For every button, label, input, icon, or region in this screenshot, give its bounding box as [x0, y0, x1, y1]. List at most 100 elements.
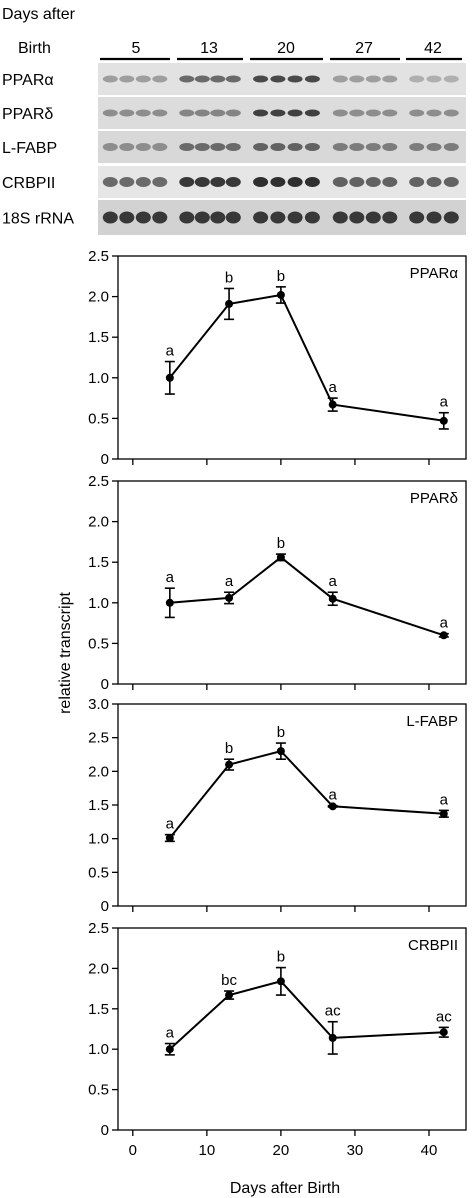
- chart-title: PPARα: [410, 265, 459, 282]
- blot-group-label: 20: [277, 40, 295, 57]
- significance-label: a: [329, 787, 338, 804]
- data-point: [276, 290, 285, 299]
- blot-band: [102, 177, 118, 187]
- blot-band: [253, 211, 269, 224]
- blot-band: [426, 211, 442, 224]
- y-tick-label: 1.0: [88, 831, 109, 848]
- chart-panel: 0 0.5 1.0 1.5 2.0 2.5 CRBPII a bc b ac ac: [88, 920, 467, 1139]
- blot-band: [102, 211, 118, 224]
- y-tick-label: 1.5: [88, 329, 109, 346]
- y-tick-label: 2.0: [88, 514, 109, 531]
- blot-band: [210, 143, 226, 151]
- significance-label: b: [225, 269, 233, 286]
- blot-band: [253, 75, 269, 83]
- blot-band: [349, 177, 365, 187]
- blot-band: [210, 109, 226, 117]
- data-point: [225, 760, 234, 769]
- blot-band: [152, 109, 168, 117]
- significance-label: b: [277, 724, 285, 741]
- blot-row-label: L-FABP: [2, 140, 57, 157]
- blot-band: [426, 75, 442, 83]
- blot-band: [135, 143, 151, 151]
- y-tick-label: 0.5: [88, 1082, 109, 1099]
- blot-band: [152, 177, 168, 187]
- blot-band: [102, 75, 118, 83]
- blot-band: [426, 177, 442, 187]
- blot-band: [152, 75, 168, 83]
- series-line: [169, 293, 444, 422]
- blot-band: [225, 211, 241, 224]
- chart-panel: 0 0.5 1.0 1.5 2.0 2.5 PPARδ a a b a a: [88, 473, 467, 693]
- blot-band: [443, 75, 459, 83]
- blot-header-line1: Days after: [2, 6, 76, 23]
- blot-band: [253, 143, 269, 151]
- blot-band: [135, 109, 151, 117]
- significance-label: b: [277, 535, 285, 552]
- significance-label: b: [277, 949, 285, 966]
- blot-band: [119, 109, 135, 117]
- y-tick-label: 0.5: [88, 635, 109, 652]
- blot-band: [382, 211, 398, 224]
- blot-band: [210, 75, 226, 83]
- blot-band: [119, 211, 135, 224]
- blot-header-line2: Birth: [18, 40, 51, 57]
- x-tick-label: 30: [347, 1142, 364, 1159]
- y-tick-label: 2.0: [88, 289, 109, 306]
- blot-band: [365, 211, 381, 224]
- blot-band: [270, 177, 286, 187]
- data-point: [276, 553, 285, 562]
- blot-band: [287, 211, 303, 224]
- series-line: [169, 556, 445, 637]
- data-point: [276, 747, 285, 756]
- y-tick-label: 0: [101, 1122, 109, 1139]
- series-line: [169, 749, 444, 839]
- blot-band: [152, 211, 168, 224]
- blot-band: [409, 143, 425, 151]
- blot-band: [225, 143, 241, 151]
- blot-group-label: 42: [424, 40, 442, 57]
- blot-band: [119, 177, 135, 187]
- blot-band: [210, 177, 226, 187]
- blot-band: [332, 211, 348, 224]
- blot-band: [349, 143, 365, 151]
- x-tick-label: 20: [273, 1142, 290, 1159]
- blot-band: [194, 177, 210, 187]
- y-tick-label: 2.0: [88, 960, 109, 977]
- data-point: [165, 598, 174, 607]
- y-tick-label: 1.0: [88, 595, 109, 612]
- blot-band: [194, 143, 210, 151]
- blot-band: [365, 75, 381, 83]
- blot-band: [332, 177, 348, 187]
- significance-label: a: [166, 569, 175, 586]
- blot-band: [179, 211, 195, 224]
- data-point: [439, 416, 448, 425]
- data-point: [328, 594, 337, 603]
- data-point: [225, 593, 234, 602]
- data-point: [225, 991, 234, 1000]
- y-tick-label: 2.5: [88, 730, 109, 747]
- blot-band: [194, 211, 210, 224]
- blot-band: [270, 143, 286, 151]
- y-tick-label: 0: [101, 451, 109, 468]
- blot-band: [409, 75, 425, 83]
- blot-band: [287, 75, 303, 83]
- data-point: [225, 299, 234, 308]
- blot-band: [382, 177, 398, 187]
- data-point: [328, 1033, 337, 1042]
- x-tick-label: 0: [129, 1142, 137, 1159]
- data-point: [439, 631, 448, 640]
- blot-band: [304, 109, 320, 117]
- blot-band: [119, 75, 135, 83]
- data-point: [439, 809, 448, 818]
- y-tick-label: 2.5: [88, 248, 109, 265]
- line-charts: 0 0.5 1.0 1.5 2.0 2.5 PPARα a b b a a 0 0.5 1.0 1.5 2.0 2…: [88, 248, 467, 1139]
- blot-band: [287, 177, 303, 187]
- blot-band: [253, 109, 269, 117]
- blot-band: [287, 109, 303, 117]
- data-point: [328, 802, 337, 811]
- y-tick-label: 1.0: [88, 1041, 109, 1058]
- y-tick-label: 0.5: [88, 410, 109, 427]
- blot-band: [443, 143, 459, 151]
- blot-row-label: 18S rRNA: [2, 211, 74, 228]
